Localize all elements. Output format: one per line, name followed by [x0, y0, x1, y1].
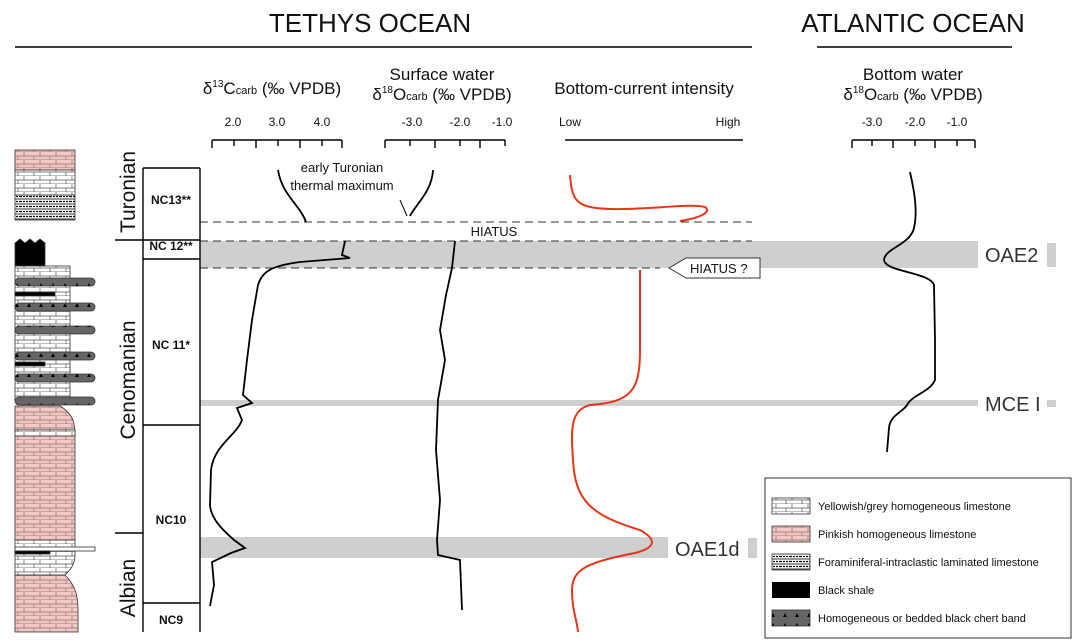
o18-curve — [409, 169, 434, 217]
o18-title: δ18Ocarb (‰ VPDB) — [843, 85, 982, 104]
annotation: thermal maximum — [290, 178, 393, 193]
annotation: early Turonian — [301, 160, 383, 175]
c13-title: δ13Ccarb (‰ VPDB) — [203, 79, 341, 98]
legend — [764, 477, 1072, 639]
stage-label: Turonian — [117, 151, 140, 233]
legend-label: Pinkish homogeneous limestone — [818, 529, 976, 541]
axis — [851, 139, 976, 148]
axis — [384, 139, 506, 148]
event-label: MCE I — [985, 394, 1041, 416]
zone-label: NC13** — [151, 193, 191, 207]
o18-title: δ18Ocarb (‰ VPDB) — [372, 85, 511, 104]
tick-label: -1.0 — [492, 115, 513, 129]
zone-label: NC10 — [156, 513, 187, 527]
legend-swatch — [772, 582, 810, 598]
oae1d-band — [200, 537, 668, 558]
current-curve — [570, 270, 653, 633]
event-tag — [1047, 243, 1056, 267]
pointer — [399, 199, 408, 217]
legend-label: Black shale — [818, 585, 874, 597]
zone-label: NC 12** — [149, 239, 193, 253]
legend-swatch — [771, 525, 811, 543]
tick-label: -2.0 — [450, 115, 471, 129]
surface-title: Surface water — [390, 65, 495, 84]
event-tag — [748, 538, 757, 558]
oae2-band — [200, 241, 978, 268]
current-title: Bottom-current intensity — [554, 79, 734, 98]
stage-label: Albian — [117, 559, 140, 617]
hiatus-arrow — [668, 257, 761, 279]
hiatus-label: HIATUS — [471, 224, 518, 239]
zone-label: NC 11* — [152, 338, 190, 352]
zone-label: NC9 — [159, 613, 183, 627]
tick-label: 3.0 — [269, 115, 286, 129]
event-label: OAE1d — [675, 539, 739, 561]
tick-label: -3.0 — [862, 115, 883, 129]
tick-label: -1.0 — [947, 115, 968, 129]
tick-label: 2.0 — [225, 115, 242, 129]
tick-label: High — [716, 115, 741, 129]
legend-label: Yellowish/grey homogeneous limestone — [818, 501, 1011, 513]
atlantic-title: ATLANTIC OCEAN — [801, 8, 1024, 38]
o18-curve — [435, 240, 463, 611]
tick-label: Low — [559, 115, 581, 129]
legend-swatch — [771, 609, 811, 627]
legend-label: Foraminiferal-intraclastic laminated lim… — [818, 557, 1039, 569]
tick-label: -2.0 — [905, 115, 926, 129]
bottom-curve — [883, 171, 936, 453]
hiatus-label: HIATUS ? — [690, 261, 748, 276]
current-curve — [569, 174, 708, 222]
event-label: OAE2 — [985, 245, 1038, 267]
legend-label: Homogeneous or bedded black chert band — [818, 613, 1026, 625]
bottom-title: Bottom water — [863, 65, 963, 84]
tick-label: 4.0 — [314, 115, 331, 129]
c13-curve — [209, 240, 351, 607]
legend-swatch — [771, 553, 811, 571]
axis — [211, 139, 343, 148]
mce-band — [200, 400, 978, 406]
legend-swatch — [771, 497, 811, 515]
tethys-title: TETHYS OCEAN — [269, 8, 471, 38]
stage-label: Cenomanian — [117, 320, 140, 439]
c13-curve — [277, 169, 307, 223]
zone-frame — [115, 167, 201, 632]
lithology-column — [14, 149, 96, 633]
event-tag — [1047, 400, 1056, 407]
tick-label: -3.0 — [402, 115, 423, 129]
